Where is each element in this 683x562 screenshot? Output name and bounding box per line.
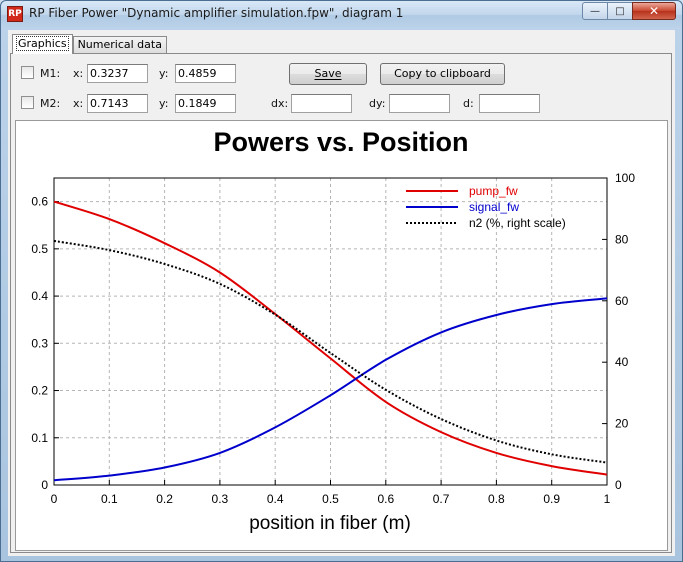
d-label: d: — [463, 97, 474, 110]
chart-title: Powers vs. Position — [213, 127, 468, 157]
save-button-label: Save — [314, 67, 342, 80]
minimize-button[interactable]: — — [582, 2, 608, 20]
y-tick-label: 0.6 — [31, 195, 48, 209]
x-tick-label: 0 — [51, 492, 58, 506]
chart-grid — [54, 178, 607, 485]
m1-x-label: x: — [73, 67, 84, 80]
y2-tick-label: 80 — [615, 232, 629, 246]
x-tick-label: 0.1 — [101, 492, 118, 506]
y-tick-label: 0.1 — [31, 431, 48, 445]
y2-tick-label: 0 — [615, 478, 622, 492]
legend-label: signal_fw — [469, 200, 519, 214]
close-icon: ✕ — [648, 4, 660, 18]
m1-x-field[interactable]: 0.3237 — [87, 64, 148, 83]
series-line-1 — [53, 297, 608, 482]
copy-to-clipboard-button[interactable]: Copy to clipboard — [380, 63, 505, 85]
dx-field[interactable] — [291, 94, 352, 113]
x-tick-label: 0.4 — [267, 492, 284, 506]
chart-ticks: 0 0.1 0.2 0.3 0.4 0.5 0.6 0.7 0.8 0.9 100.10.20.30… — [31, 171, 635, 506]
chart-series — [53, 200, 608, 482]
m2-label: M2: — [40, 97, 61, 110]
y-tick-label: 0.2 — [31, 384, 48, 398]
m2-y-label: y: — [159, 97, 169, 110]
client-area: Graphics Numerical data M1: x: 0.3237 y:… — [8, 30, 675, 556]
plot-area[interactable]: Powers vs. Position 0 0.1 0.2 0.3 0.4 0.5 0.6 0… — [15, 120, 668, 551]
x-tick-label: 0.6 — [377, 492, 394, 506]
x-axis-label: position in fiber (m) — [249, 513, 411, 534]
series-line-0 — [53, 200, 608, 476]
m2-x-label: x: — [73, 97, 84, 110]
maximize-icon: □ — [615, 5, 625, 17]
y2-tick-label: 40 — [615, 355, 629, 369]
save-button[interactable]: Save — [289, 63, 367, 85]
x-tick-label: 0.2 — [156, 492, 173, 506]
tab-numerical-data-label: Numerical data — [77, 38, 162, 51]
legend-label: pump_fw — [469, 184, 518, 198]
graphics-panel: M1: x: 0.3237 y: 0.4859 M2: x: 0.7143 y:… — [10, 53, 672, 553]
m1-y-field[interactable]: 0.4859 — [175, 64, 236, 83]
dy-field[interactable] — [389, 94, 450, 113]
title-bar[interactable]: RP RP Fiber Power "Dynamic amplifier sim… — [1, 1, 682, 29]
dx-label: dx: — [271, 97, 289, 110]
m2-y-field[interactable]: 0.1849 — [175, 94, 236, 113]
window-title: RP Fiber Power "Dynamic amplifier simula… — [29, 6, 404, 20]
y-tick-label: 0.5 — [31, 242, 48, 256]
dy-label: dy: — [369, 97, 386, 110]
x-tick-label: 1 — [604, 492, 611, 506]
tab-graphics[interactable]: Graphics — [12, 34, 73, 54]
m2-checkbox[interactable] — [21, 96, 34, 109]
copy-button-label: Copy to clipboard — [394, 67, 491, 80]
x-tick-label: 0.7 — [433, 492, 450, 506]
m1-checkbox[interactable] — [21, 66, 34, 79]
chart: Powers vs. Position 0 0.1 0.2 0.3 0.4 0.5 0.6 0… — [31, 127, 635, 534]
series-line-2 — [53, 239, 608, 464]
x-tick-label: 0.3 — [212, 492, 229, 506]
chart-legend: pump_fw signal_fw n2 (%, right scale) — [406, 184, 566, 230]
x-tick-label: 0.9 — [543, 492, 560, 506]
tab-strip: Graphics Numerical data — [12, 34, 167, 54]
d-field[interactable] — [479, 94, 540, 113]
rp-fiber-power-icon[interactable]: RP — [7, 6, 23, 22]
y-tick-label: 0.4 — [31, 289, 48, 303]
tab-graphics-label: Graphics — [16, 36, 69, 51]
m1-label: M1: — [40, 67, 61, 80]
maximize-button[interactable]: □ — [607, 2, 633, 20]
y2-tick-label: 100 — [615, 171, 635, 185]
m1-y-label: y: — [159, 67, 169, 80]
window-controls: — □ ✕ — [582, 2, 676, 21]
y-tick-label: 0 — [41, 478, 48, 492]
minimize-icon: — — [590, 5, 600, 17]
x-tick-label: 0.8 — [488, 492, 505, 506]
y-tick-label: 0.3 — [31, 336, 48, 350]
tab-numerical-data[interactable]: Numerical data — [72, 36, 167, 54]
x-tick-label: 0.5 — [322, 492, 339, 506]
close-button[interactable]: ✕ — [632, 2, 676, 20]
legend-label: n2 (%, right scale) — [469, 216, 566, 230]
y2-tick-label: 20 — [615, 417, 629, 431]
m2-x-field[interactable]: 0.7143 — [87, 94, 148, 113]
y2-tick-label: 60 — [615, 294, 629, 308]
